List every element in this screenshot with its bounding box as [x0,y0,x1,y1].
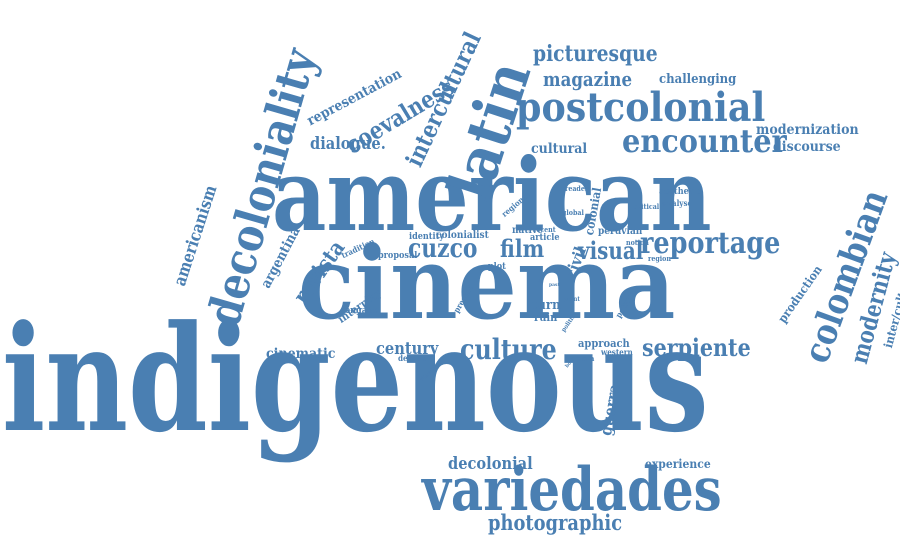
word-variedades: variedades [422,455,722,525]
word-modernization: modernization [756,122,859,138]
word-decolonial: decolonial [448,454,533,474]
word-cinema: cinema [298,224,676,342]
word-critical: critical [634,202,660,211]
word-proposal: proposal [378,251,418,261]
word-visual: visual [578,236,644,265]
word-aesthetic: aesthetic [659,187,701,197]
word-analyse: analyse [662,198,693,208]
word-indigenous: indigenous [2,294,709,465]
word-dialogue: dialogue. [310,134,386,154]
word-approach: approach [578,337,630,350]
word-identity: identity [409,232,445,242]
word-encounter: encounter [622,122,787,160]
word-cuzco: cuzco [408,234,478,264]
word-article: article [530,233,560,243]
word-photographic: photographic [488,510,623,535]
word-reportage: reportage [640,226,781,261]
word-american: american [272,136,712,254]
word-century: century [376,339,439,359]
word-recent: recent [533,225,556,234]
word-postcolonial: postcolonial [516,84,766,131]
word-cinematic: cinematic [266,346,336,362]
word-picturesque: picturesque [533,41,658,67]
word-colonialist: colonialist [436,230,489,241]
word-film: film [500,234,545,263]
word-western: western [601,347,633,357]
word-notion: notion [626,238,649,247]
word-native: native [512,225,543,236]
word-plot: plot [488,262,506,272]
word-magazine: magazine [543,67,633,91]
word-challenging: challenging [659,72,737,87]
word-culture: culture [460,333,557,366]
word-point: point [564,296,580,303]
word-engage: engage [345,306,378,316]
word-turn: turn [532,298,561,313]
word-peruvian: peruvian [598,226,643,237]
word-reader: reader [565,184,589,193]
word-discourse: discourse [773,139,841,155]
word-decade: decade [398,353,427,363]
word-past: past [549,282,560,288]
word-global: global [562,208,584,217]
word-ruin: ruin [534,311,558,324]
word-experience: experience [645,457,711,471]
word-chiara: chiara [572,354,595,363]
word-cultural: cultural [531,141,588,157]
word-serpiente: serpiente [642,333,751,362]
word-region: region [648,254,671,263]
